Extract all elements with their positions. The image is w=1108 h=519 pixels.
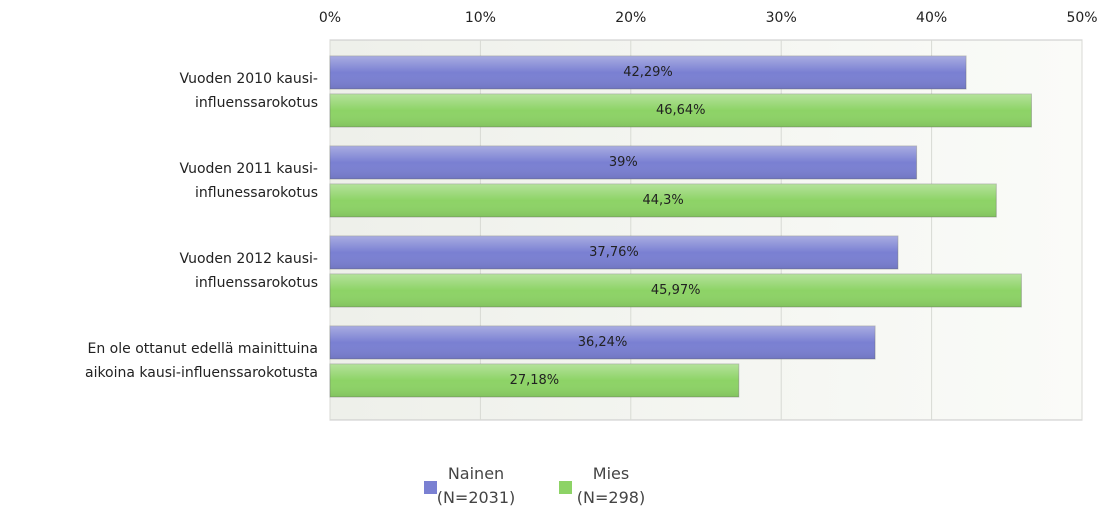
value-label: 36,24% (578, 335, 628, 350)
bar-shine (330, 364, 739, 397)
value-label: 45,97% (651, 283, 701, 298)
x-tick-label: 50% (1066, 10, 1097, 26)
bar-shine (330, 274, 1022, 307)
x-tick-label: 30% (766, 10, 797, 26)
x-tick-label: 10% (465, 10, 496, 26)
value-label: 42,29% (623, 65, 673, 80)
x-tick-label: 20% (615, 10, 646, 26)
x-tick-label: 0% (319, 10, 341, 26)
legend-label: Mies (N=298) (577, 464, 645, 507)
value-label: 37,76% (589, 245, 639, 260)
value-label: 44,3% (642, 193, 683, 208)
legend-swatch (424, 481, 437, 494)
category-label: En ole ottanut edellä mainittuina aikoina… (85, 341, 318, 381)
legend-swatch (559, 481, 572, 494)
value-label: 27,18% (510, 373, 560, 388)
legend-label: Nainen (N=2031) (437, 464, 516, 507)
x-tick-label: 40% (916, 10, 947, 26)
value-label: 39% (609, 155, 638, 170)
bar-shine (330, 236, 898, 269)
category-label: Vuoden 2010 kausi-influenssarokotus (179, 71, 318, 111)
category-label: Vuoden 2011 kausi-influnessarokotus (179, 161, 318, 201)
bar-shine (330, 146, 917, 179)
bar-shine (330, 56, 967, 89)
bar-shine (330, 326, 876, 359)
bar-shine (330, 184, 997, 217)
bar-shine (330, 94, 1032, 127)
value-label: 46,64% (656, 103, 706, 118)
category-label: Vuoden 2012 kausi-influenssarokotus (179, 251, 318, 291)
